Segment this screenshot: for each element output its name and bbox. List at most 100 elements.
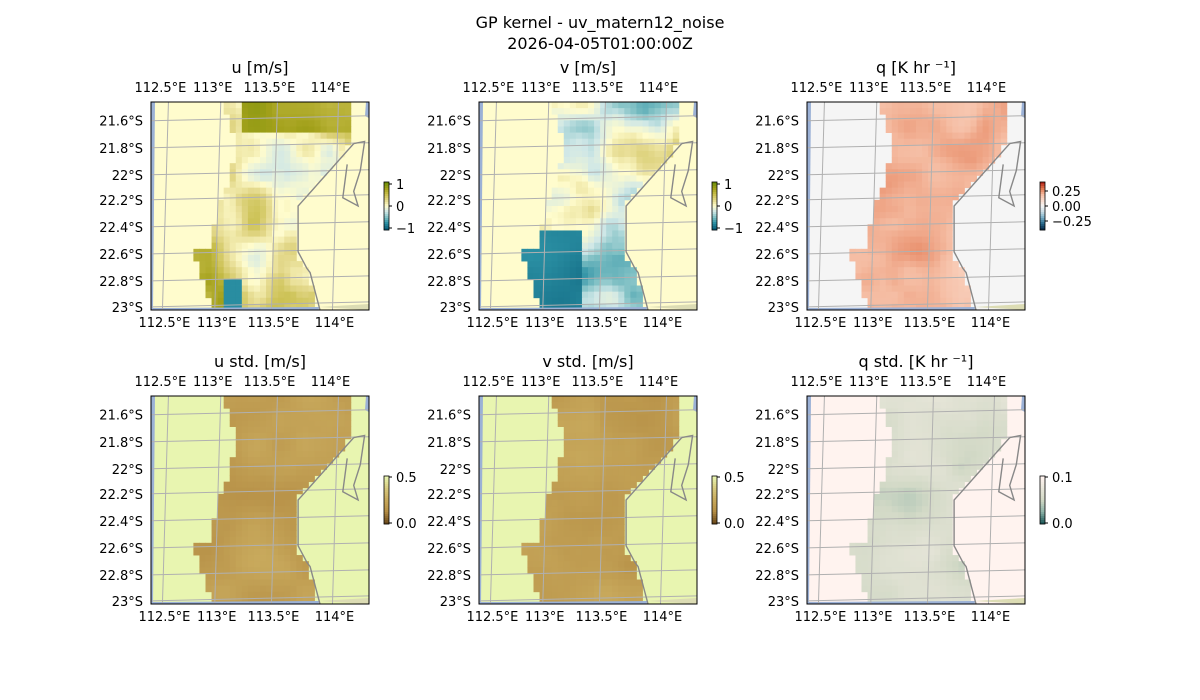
heatmap-cell [266, 524, 273, 531]
heatmap-cell [885, 206, 893, 213]
heatmap-cell [229, 267, 237, 274]
colorbar-swatch [712, 190, 717, 193]
heatmap-cell [903, 567, 911, 574]
heatmap-cell [891, 138, 899, 146]
heatmap-cell [861, 273, 868, 280]
heatmap-cell [290, 181, 297, 189]
heatmap-cell [575, 451, 583, 458]
heatmap-cell [970, 432, 977, 440]
heatmap-cell [326, 408, 334, 415]
meridian-line [926, 101, 934, 311]
heatmap-cell [247, 402, 255, 409]
heatmap-cell [958, 469, 965, 476]
heatmap-cell [630, 120, 637, 127]
heatmap-cell [618, 481, 625, 489]
heatmap-cell [235, 530, 243, 538]
heatmap-cell [260, 114, 267, 121]
heatmap-cell [557, 469, 565, 476]
heatmap-cell [946, 254, 953, 262]
colorbar-swatch [712, 490, 717, 493]
heatmap-cell [557, 120, 565, 127]
heatmap-cell [563, 114, 571, 121]
heatmap-cell [964, 150, 971, 158]
heatmap-cell [266, 138, 273, 146]
colorbar-swatch [712, 216, 717, 219]
heatmap-cell [266, 451, 273, 458]
heatmap-cell [982, 402, 990, 409]
heatmap-cell [563, 530, 571, 538]
heatmap-cell [241, 144, 249, 152]
heatmap-cell [594, 500, 601, 507]
heatmap-cell [205, 579, 212, 587]
heatmap-cell [606, 512, 613, 519]
heatmap-cell [563, 150, 571, 158]
heatmap-cell [247, 254, 255, 262]
peninsula-outline [342, 140, 366, 208]
heatmap-cell [211, 273, 219, 280]
heatmap-cell [217, 285, 225, 293]
heatmap-cell [557, 291, 565, 299]
heatmap-cell [970, 157, 977, 164]
heatmap-cell [581, 150, 589, 158]
heatmap-cell [338, 414, 346, 421]
lon-tick-label-top: 113.5°E [243, 375, 295, 390]
heatmap-cell [940, 402, 947, 409]
heatmap-cell [563, 475, 571, 483]
heatmap-cell [612, 567, 619, 574]
heatmap-cell [253, 518, 261, 525]
heatmap-cell [867, 279, 875, 286]
heatmap-cell [618, 432, 625, 440]
heatmap-cell [849, 254, 856, 262]
colorbar-swatch [384, 518, 389, 521]
heatmap-cell [964, 463, 971, 470]
heatmap-cell [260, 512, 267, 519]
heatmap-cell [624, 144, 631, 152]
heatmap-cell [575, 542, 583, 550]
heatmap-cell [302, 444, 309, 452]
heatmap-cell [897, 524, 905, 531]
heatmap-cell [958, 267, 965, 274]
heatmap-cell [606, 457, 613, 464]
heatmap-cell [642, 408, 649, 415]
heatmap-cell [946, 561, 953, 568]
heatmap-cell [229, 199, 237, 207]
heatmap-cell [636, 432, 643, 440]
heatmap-cell [545, 548, 553, 556]
heatmap-cell [260, 500, 267, 507]
heatmap-cell [654, 132, 662, 140]
heatmap-cell [241, 138, 249, 146]
colorbar-swatch [384, 508, 389, 511]
heatmap-cell [551, 242, 559, 250]
heatmap-cell [314, 108, 321, 115]
heatmap-cell [588, 126, 595, 133]
colorbar-swatch [384, 204, 389, 207]
heatmap-cell [229, 163, 237, 170]
heatmap-cell [290, 444, 297, 452]
heatmap-cell [946, 402, 953, 409]
colorbar-swatch [712, 204, 717, 207]
heatmap-cell [922, 120, 929, 127]
colorbar-swatch [384, 484, 389, 487]
heatmap-cell [241, 132, 249, 140]
heatmap-cell [922, 591, 929, 599]
heatmap-cell [1000, 138, 1008, 146]
ocean-edge-bottom [151, 601, 319, 604]
heatmap-cell [539, 567, 547, 574]
lat-tick-label: 22°S [112, 463, 143, 478]
heatmap-cell [575, 396, 583, 403]
heatmap-cell [934, 530, 941, 538]
heatmap-cell [272, 236, 279, 244]
heatmap-cell [563, 224, 571, 231]
heatmap-cell [551, 261, 559, 268]
heatmap-cell [253, 297, 261, 305]
heatmap-cell [1000, 408, 1008, 415]
heatmap-cell [879, 536, 887, 544]
heatmap-cell [964, 126, 971, 133]
heatmap-cell [618, 187, 625, 195]
heatmap-cell [916, 469, 923, 476]
heatmap-cell [922, 512, 929, 519]
heatmap-cell [581, 138, 589, 146]
heatmap-cell [260, 120, 267, 127]
colorbar-swatch [384, 500, 389, 503]
heatmap-cell [672, 420, 680, 427]
